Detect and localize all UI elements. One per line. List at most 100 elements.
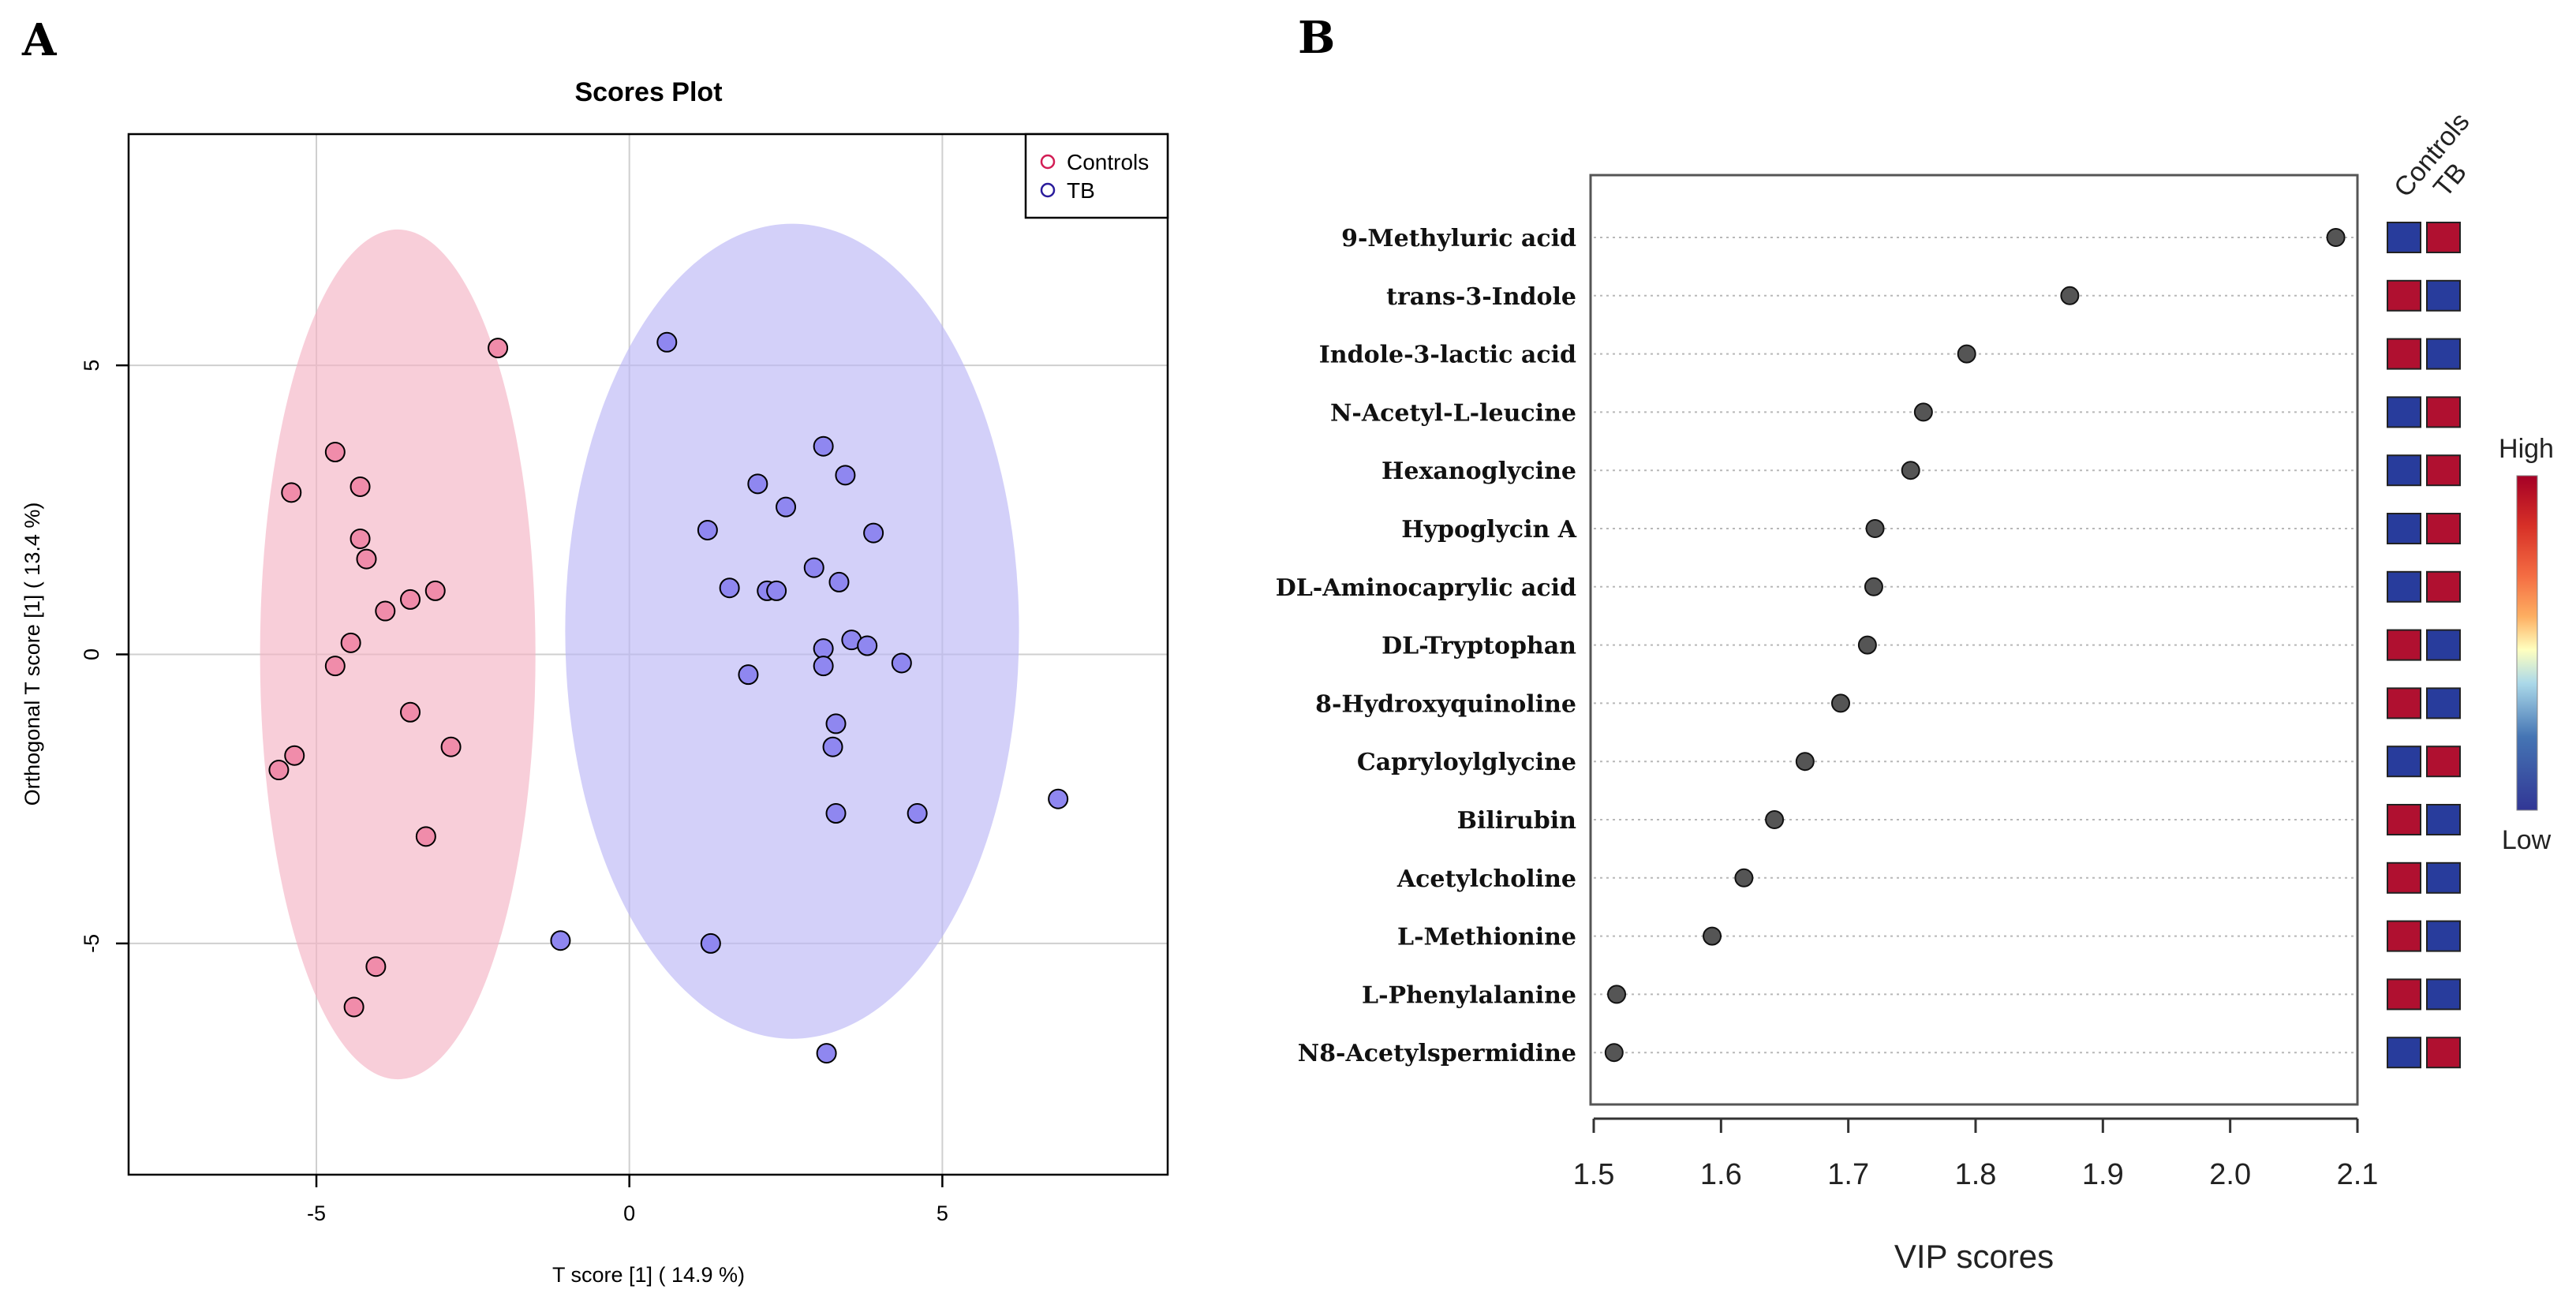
heatmap-cell-10-controls [2387, 804, 2421, 835]
feature-label-7: DL-Tryptophan [1381, 633, 1576, 660]
controls-point-1 [324, 442, 346, 463]
scores-y-axis-label: Orthogonal T score [1] ( 13.4 %) [21, 503, 44, 806]
heatmap-cell-0-tb [2426, 222, 2461, 253]
heatmap-cell-3-tb [2426, 396, 2461, 428]
controls-point-0 [488, 338, 509, 359]
heatmap-cell-9-tb [2426, 746, 2461, 778]
x-tick-label-2: 5 [937, 1201, 948, 1225]
legend-controls-label: Controls [1067, 150, 1149, 174]
vip-point-3 [1913, 402, 1933, 422]
tb-point-20 [825, 803, 847, 824]
vip-tick-label-3: 1.8 [1955, 1158, 1997, 1191]
controls-point-6 [424, 580, 446, 601]
legend-box [1024, 133, 1169, 219]
vip-axis-ticks: 1.5 1.6 1.7 1.8 1.9 2.0 2.1 [1573, 1117, 2378, 1191]
tb-point-23 [550, 930, 571, 951]
tb-point-5 [697, 519, 718, 540]
controls-point-16 [365, 956, 387, 977]
vip-point-11 [1734, 868, 1754, 888]
vip-point-5 [1865, 519, 1885, 538]
controls-point-15 [415, 826, 436, 847]
feature-label-10: Bilirubin [1457, 807, 1577, 835]
legend-tb-marker [1040, 182, 1056, 198]
vip-point-7 [1857, 635, 1877, 655]
tb-point-1 [813, 435, 834, 457]
controls-point-7 [400, 589, 421, 610]
tb-point-24 [700, 932, 721, 954]
feature-label-2: Indole-3-lactic acid [1319, 342, 1576, 369]
tb-point-6 [863, 522, 884, 544]
x-tick-label-0: -5 [307, 1201, 326, 1225]
x-tick-label-1: 0 [623, 1201, 635, 1225]
heatmap-cell-2-controls [2387, 338, 2421, 370]
tb-point-13 [813, 638, 834, 660]
tb-point-2 [835, 465, 856, 486]
vip-tick-label-1: 1.6 [1700, 1158, 1742, 1191]
tb-point-17 [738, 664, 759, 686]
controls-point-2 [281, 482, 302, 503]
vip-point-2 [1957, 344, 1976, 364]
tb-point-14 [857, 635, 878, 656]
heatmap-cell-14-controls [2387, 1037, 2421, 1069]
heatmap-cell-10-tb [2426, 804, 2461, 835]
y-tick-label-1: 0 [80, 648, 103, 660]
feature-label-12: L-Methionine [1397, 924, 1576, 951]
feature-label-3: N-Acetyl-L-leucine [1330, 399, 1576, 427]
heatmap-cell-12-tb [2426, 920, 2461, 952]
panel-b-letter: B [1298, 12, 1335, 64]
vip-point-12 [1703, 926, 1722, 946]
tb-point-4 [776, 496, 797, 518]
vip-point-9 [1795, 752, 1815, 772]
tb-confidence-ellipse [565, 223, 1019, 1039]
tb-point-22 [1048, 788, 1069, 809]
panel-a-letter: A [21, 14, 58, 66]
heatmap-cell-6-controls [2387, 570, 2421, 603]
confidence-ellipses [260, 223, 1019, 1080]
controls-point-8 [375, 600, 396, 622]
heatmap-cell-5-controls [2387, 513, 2421, 544]
tb-point-16 [813, 656, 834, 677]
vip-tick-label-2: 1.7 [1827, 1158, 1869, 1191]
vip-point-10 [1765, 810, 1785, 829]
tb-point-7 [803, 557, 824, 578]
controls-point-9 [340, 632, 361, 653]
feature-label-1: trans-3-Indole [1386, 283, 1576, 311]
heatmap-cell-13-tb [2426, 978, 2461, 1011]
legend-tb-label: TB [1067, 178, 1095, 203]
heatmap-cell-4-controls [2387, 454, 2421, 487]
heatmap-cell-7-tb [2426, 629, 2461, 661]
heatmap-cell-1-controls [2387, 279, 2421, 312]
tb-point-21 [907, 803, 928, 824]
feature-label-11: Acetylcholine [1396, 865, 1576, 893]
heatmap-cell-11-tb [2426, 861, 2461, 894]
tb-point-3 [747, 473, 768, 495]
heatmap-cells [2387, 222, 2461, 1069]
heatmap-cell-5-tb [2426, 513, 2461, 544]
heatmap-cell-9-controls [2387, 746, 2421, 778]
feature-label-4: Hexanoglycine [1381, 458, 1576, 485]
colorbar-high-label: High [2499, 434, 2554, 464]
vip-rows: 9-Methyluric acid trans-3-Indole Indole-3-… [1276, 225, 2354, 1067]
vip-tick-label-0: 1.5 [1573, 1158, 1615, 1191]
tb-point-8 [828, 571, 850, 592]
controls-point-17 [343, 996, 365, 1018]
controls-point-12 [440, 736, 462, 757]
vip-plot: 9-Methyluric acid trans-3-Indole Indole-3-… [1276, 107, 2554, 1275]
feature-label-8: 8-Hydroxyquinoline [1315, 690, 1576, 718]
scores-x-axis-label: T score [1] ( 14.9 %) [552, 1263, 745, 1287]
heatmap-cell-8-tb [2426, 687, 2461, 719]
heatmap-cell-6-tb [2426, 570, 2461, 603]
vip-point-4 [1901, 461, 1920, 480]
controls-point-3 [350, 476, 371, 497]
vip-point-1 [2060, 286, 2080, 305]
tb-point-19 [822, 736, 843, 757]
scores-legend: Controls TB [1024, 133, 1169, 219]
heatmap-cell-8-controls [2387, 687, 2421, 719]
vip-point-8 [1830, 693, 1850, 713]
vip-tick-label-4: 1.9 [2082, 1158, 2124, 1191]
tb-point-25 [816, 1043, 837, 1064]
controls-point-14 [268, 760, 290, 781]
heatmap-cell-7-controls [2387, 629, 2421, 661]
controls-point-10 [324, 656, 346, 677]
